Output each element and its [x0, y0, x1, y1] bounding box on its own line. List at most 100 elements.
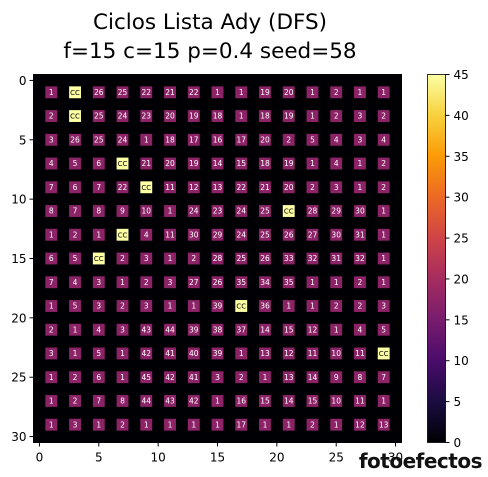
cell-label: 11: [165, 230, 175, 239]
cell-label: 9: [120, 207, 125, 216]
cell-label: 1: [239, 349, 244, 358]
colorbar-tick-label: 25: [454, 232, 469, 246]
cell-label: 23: [213, 207, 223, 216]
cell-label: 18: [260, 112, 270, 121]
y-tick-label: 5: [19, 133, 27, 147]
cell-label: 23: [141, 112, 151, 121]
cell-label: 4: [144, 230, 149, 239]
cell-label: 7: [49, 183, 54, 192]
cell-label: CC: [118, 160, 128, 168]
cell-label: 44: [141, 397, 151, 406]
cell-label: 4: [334, 135, 339, 144]
cell-label: 1: [73, 325, 78, 334]
cell-label: 8: [358, 373, 363, 382]
cell-label: 26: [94, 88, 104, 97]
cell-label: CC: [236, 303, 246, 311]
cell-label: 21: [141, 159, 151, 168]
cell-label: 31: [331, 254, 341, 263]
cell-label: 26: [70, 135, 80, 144]
cell-label: 12: [355, 420, 365, 429]
cell-label: 1: [168, 254, 173, 263]
cell-label: 1: [215, 420, 220, 429]
cell-label: 2: [239, 373, 244, 382]
cell-label: 2: [310, 183, 315, 192]
cell-label: 30: [355, 207, 365, 216]
cell-label: 1: [168, 302, 173, 311]
cell-label: 35: [284, 278, 294, 287]
cell-label: 29: [331, 207, 341, 216]
cell-label: 13: [284, 373, 294, 382]
cell-label: 22: [118, 183, 128, 192]
cell-label: 39: [213, 302, 223, 311]
cell-label: 24: [236, 207, 246, 216]
cell-label: 29: [213, 230, 223, 239]
cell-label: 2: [73, 373, 78, 382]
cell-label: 1: [239, 88, 244, 97]
cell-label: 1: [381, 254, 386, 263]
cell-label: 21: [165, 88, 175, 97]
cell-label: 25: [94, 112, 104, 121]
colorbar-tick-label: 45: [454, 68, 469, 82]
colorbar-tick-label: 10: [454, 354, 469, 368]
cell-label: 45: [141, 373, 151, 382]
cell-label: 1: [381, 230, 386, 239]
cell-label: 26: [284, 230, 294, 239]
cell-label: CC: [141, 184, 151, 192]
cell-label: 1: [144, 135, 149, 144]
cell-label: 27: [189, 278, 199, 287]
cell-label: 42: [165, 373, 175, 382]
cell-label: 5: [73, 159, 78, 168]
cell-label: 20: [165, 159, 175, 168]
y-tick-label: 0: [19, 74, 27, 88]
cell-label: 13: [260, 349, 270, 358]
cell-label: 18: [260, 159, 270, 168]
cell-label: 12: [284, 349, 294, 358]
cell-label: 24: [118, 112, 128, 121]
cell-label: 1: [96, 230, 101, 239]
cell-label: 3: [49, 135, 54, 144]
cell-label: 3: [49, 349, 54, 358]
cell-label: 20: [260, 135, 270, 144]
cell-label: 3: [358, 112, 363, 121]
cell-label: 1: [49, 373, 54, 382]
cell-label: 16: [236, 397, 246, 406]
cell-label: 20: [165, 112, 175, 121]
cell-label: CC: [70, 113, 80, 121]
cell-label: 15: [236, 159, 246, 168]
cell-label: 1: [286, 302, 291, 311]
cell-label: 11: [165, 183, 175, 192]
y-tick-label: 10: [11, 193, 26, 207]
x-tick-label: 25: [329, 451, 344, 465]
cell-label: 2: [286, 135, 291, 144]
cell-label: 28: [308, 207, 318, 216]
cell-label: 3: [144, 302, 149, 311]
cell-label: 2: [191, 254, 196, 263]
x-tick-label: 5: [95, 451, 103, 465]
colorbar-tick-label: 15: [454, 313, 469, 327]
x-tick-label: 10: [151, 451, 166, 465]
cell-label: 1: [49, 88, 54, 97]
cell-label: 11: [355, 397, 365, 406]
cell-label: 4: [358, 325, 363, 334]
cell-label: 15: [308, 397, 318, 406]
cell-label: 12: [308, 325, 318, 334]
cell-label: 1: [215, 88, 220, 97]
cell-label: 1: [49, 302, 54, 311]
cell-label: 37: [236, 325, 246, 334]
cell-label: 42: [189, 397, 199, 406]
cell-label: 30: [331, 230, 341, 239]
cell-label: 1: [96, 420, 101, 429]
cell-label: 26: [213, 278, 223, 287]
cell-label: 24: [189, 207, 199, 216]
cell-label: 15: [260, 397, 270, 406]
cell-label: 14: [213, 159, 223, 168]
cell-label: 2: [334, 302, 339, 311]
cell-label: 8: [96, 207, 101, 216]
cell-label: 1: [120, 349, 125, 358]
cell-label: 19: [284, 112, 294, 121]
cell-label: 44: [165, 325, 175, 334]
cell-label: 2: [120, 302, 125, 311]
cell-label: 13: [379, 420, 389, 429]
cell-label: 3: [96, 302, 101, 311]
